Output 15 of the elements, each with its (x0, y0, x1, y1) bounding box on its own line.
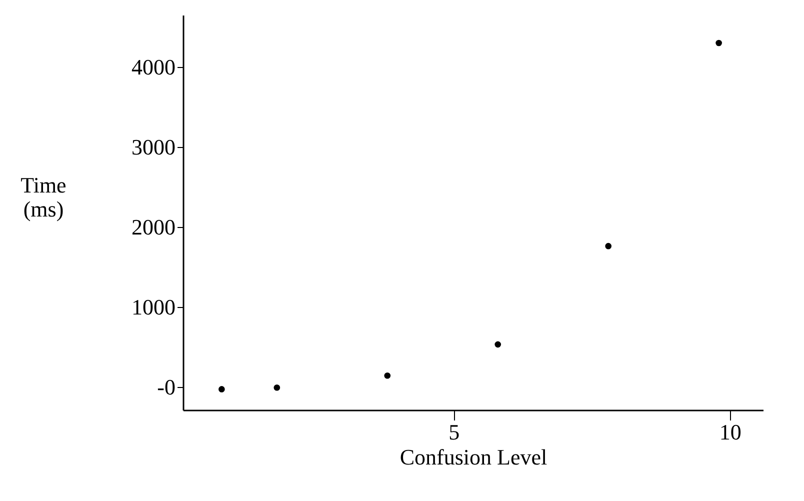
y-tick-label: -0 (157, 374, 176, 400)
y-tick-label: 3000 (132, 134, 176, 160)
point (218, 386, 225, 392)
y-axis-title: Time (ms) (20, 172, 66, 222)
x-tick-label: 5 (448, 420, 460, 444)
point (716, 40, 722, 46)
y-tick-label: 1000 (132, 294, 176, 320)
point (494, 341, 502, 348)
x-tick-label: 10 (719, 420, 742, 444)
x-axis-title: Confusion Level (400, 444, 548, 470)
point (274, 384, 280, 391)
y-tick-label: 2000 (132, 214, 176, 240)
point (605, 242, 612, 250)
point (384, 372, 391, 379)
y-tick-label: 4000 (132, 54, 176, 80)
